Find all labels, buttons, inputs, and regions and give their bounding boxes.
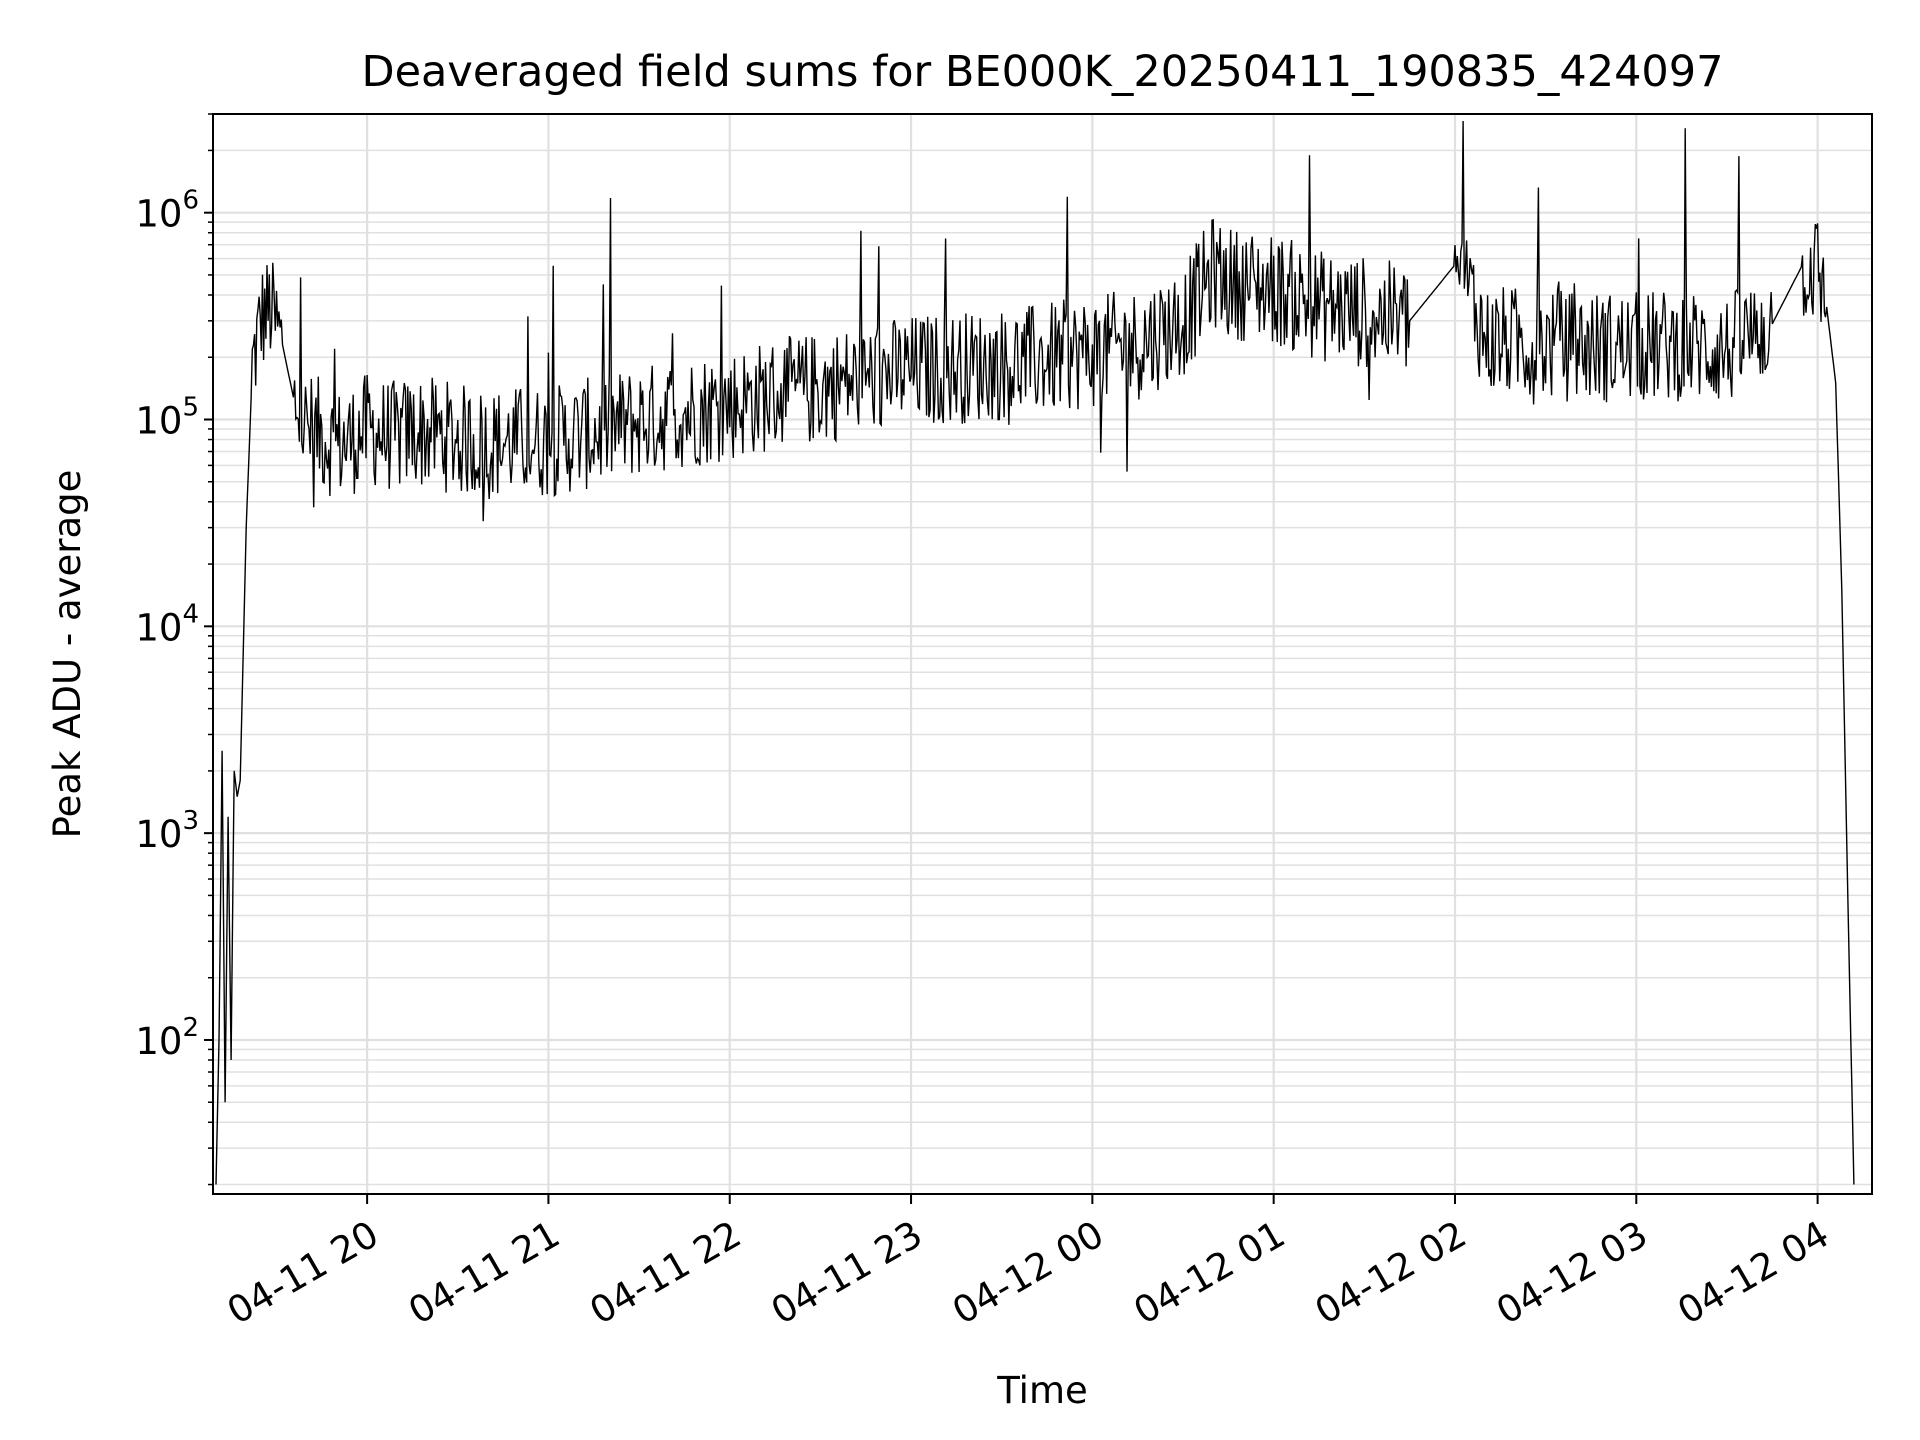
y-tick-exponent: 6: [182, 186, 199, 216]
y-tick-label: 105: [135, 393, 199, 443]
grid: [208, 113, 1872, 1194]
y-tick-base: 10: [135, 606, 182, 649]
y-tick-base: 10: [135, 1020, 182, 1063]
series-layer: [215, 120, 1855, 1185]
x-axis-label: Time: [996, 1369, 1088, 1412]
x-tick-label: 04-12 01: [1127, 1213, 1293, 1333]
x-tick-label: 04-12 00: [945, 1213, 1111, 1333]
y-tick-exponent: 3: [182, 806, 199, 836]
plot-frame: [212, 113, 1873, 1195]
y-tick-exponent: 4: [182, 599, 199, 629]
x-tick-label: 04-11 20: [220, 1213, 386, 1333]
y-tick-exponent: 2: [182, 1013, 199, 1043]
x-tick-label: 04-12 02: [1308, 1213, 1474, 1333]
y-tick-base: 10: [135, 400, 182, 443]
y-tick-base: 10: [135, 193, 182, 236]
y-tick-label: 104: [135, 599, 199, 649]
y-tick-label: 103: [135, 806, 199, 856]
x-tick-label: 04-11 22: [583, 1213, 749, 1333]
y-tick-base: 10: [135, 813, 182, 856]
y-axis-label: Peak ADU - average: [46, 470, 89, 839]
y-tick-exponent: 5: [182, 393, 199, 423]
x-tick-label: 04-12 04: [1671, 1213, 1837, 1333]
y-tick-label: 106: [135, 186, 199, 236]
y-tick-label: 102: [135, 1013, 199, 1063]
x-tick-label: 04-11 21: [401, 1213, 567, 1333]
x-tick-label: 04-11 23: [764, 1213, 930, 1333]
x-tick-label: 04-12 03: [1489, 1213, 1655, 1333]
x-axis: 04-11 20 04-11 21 04-11 22 04-11 23 04-12 00…: [220, 1194, 1836, 1333]
series-line-0: [215, 120, 1855, 1185]
chart-title: Deaveraged field sums for BE000K_2025041…: [361, 47, 1723, 97]
